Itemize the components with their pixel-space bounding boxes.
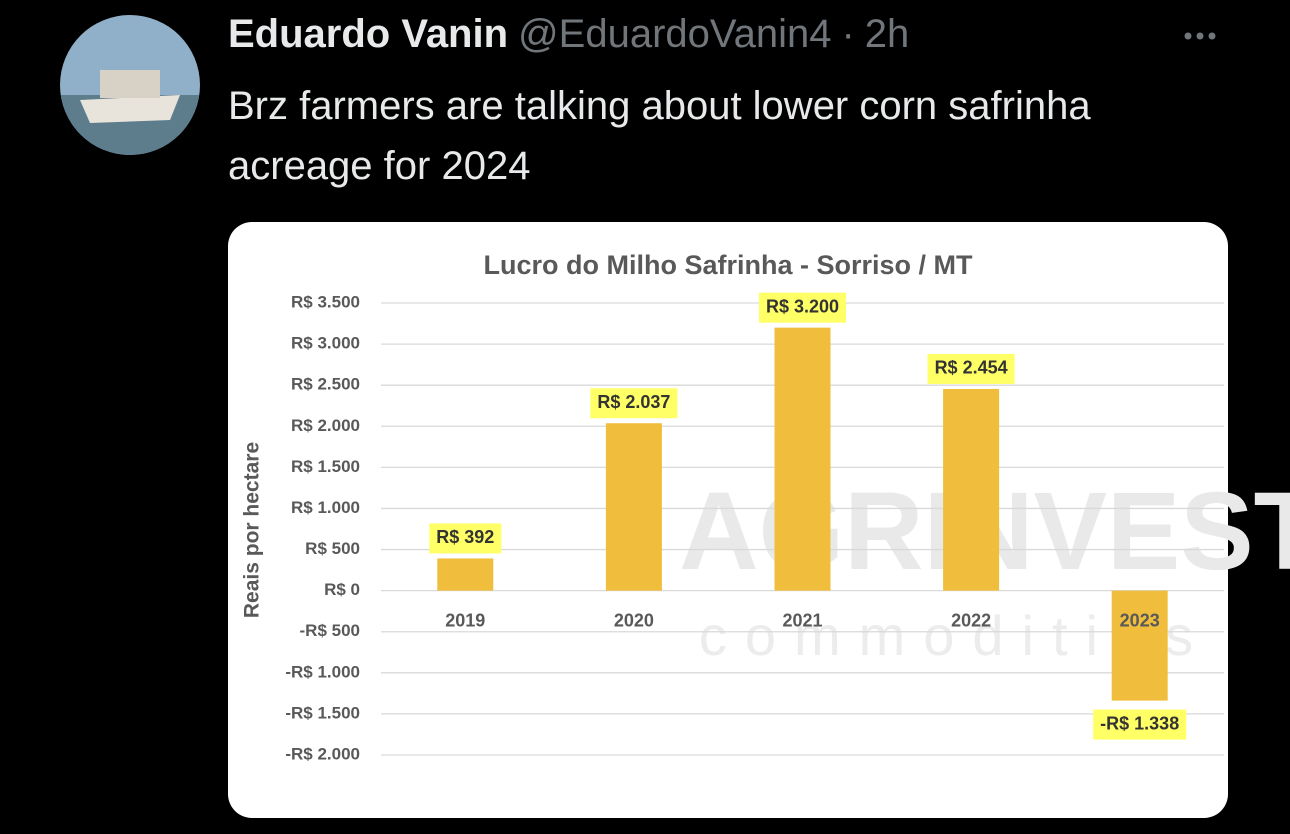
value-label: R$ 3.200	[766, 296, 839, 316]
value-label: R$ 2.037	[597, 392, 670, 412]
separator: ·	[841, 12, 855, 56]
author-handle[interactable]: @EduardoVanin4	[518, 12, 832, 56]
x-tick-label: 2022	[951, 610, 991, 630]
more-button[interactable]	[1180, 28, 1220, 44]
y-tick-label: R$ 2.500	[291, 375, 360, 394]
value-label-box	[590, 388, 678, 419]
y-tick-label: R$ 500	[305, 539, 360, 558]
value-label-box	[429, 523, 502, 554]
y-axis-label: Reais por hectare	[241, 442, 264, 618]
y-tick-label: -R$ 500	[300, 621, 360, 640]
avatar[interactable]	[60, 15, 200, 155]
y-tick-label: R$ 0	[324, 580, 360, 599]
x-tick-label: 2020	[614, 610, 654, 630]
bar	[437, 558, 494, 591]
bar	[774, 327, 831, 591]
y-tick-label: -R$ 2.000	[285, 744, 360, 763]
avatar-image	[60, 15, 200, 155]
tweet-text: Brz farmers are talking about lower corn…	[228, 84, 1091, 188]
value-label: -R$ 1.338	[1100, 713, 1179, 733]
watermark-subtitle: commodities	[699, 604, 1211, 667]
y-tick-label: R$ 1.500	[291, 457, 360, 476]
y-tick-label: R$ 3.500	[291, 292, 360, 311]
value-label-box	[1093, 709, 1187, 740]
value-label-box	[927, 353, 1015, 384]
bar	[605, 423, 662, 591]
tweet-header: Eduardo Vanin @EduardoVanin4 · 2h	[228, 12, 909, 57]
bar	[943, 388, 1000, 591]
value-label: R$ 2.454	[935, 358, 1008, 378]
timestamp[interactable]: 2h	[864, 12, 910, 56]
value-label-box	[758, 292, 847, 323]
y-tick-label: -R$ 1.500	[285, 703, 360, 722]
bar	[1111, 590, 1168, 701]
y-tick-label: -R$ 1.000	[285, 662, 360, 681]
y-tick-label: R$ 3.000	[291, 334, 360, 353]
chart-title: Lucro do Milho Safrinha - Sorriso / MT	[483, 250, 973, 280]
x-tick-label: 2019	[445, 610, 485, 630]
value-label: R$ 392	[436, 527, 494, 547]
author-name[interactable]: Eduardo Vanin	[228, 12, 509, 56]
x-tick-label: 2021	[782, 610, 822, 630]
y-tick-label: R$ 1.000	[291, 498, 360, 517]
y-tick-label: R$ 2.000	[291, 416, 360, 435]
x-tick-label: 2023	[1120, 610, 1160, 630]
